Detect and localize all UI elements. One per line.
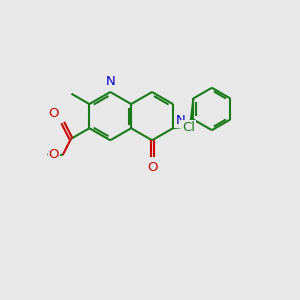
Text: O: O (49, 148, 59, 161)
Text: O: O (147, 161, 157, 175)
Text: O: O (48, 107, 58, 120)
Text: N: N (105, 75, 115, 88)
Text: N: N (175, 114, 185, 127)
Text: Cl: Cl (182, 121, 195, 134)
